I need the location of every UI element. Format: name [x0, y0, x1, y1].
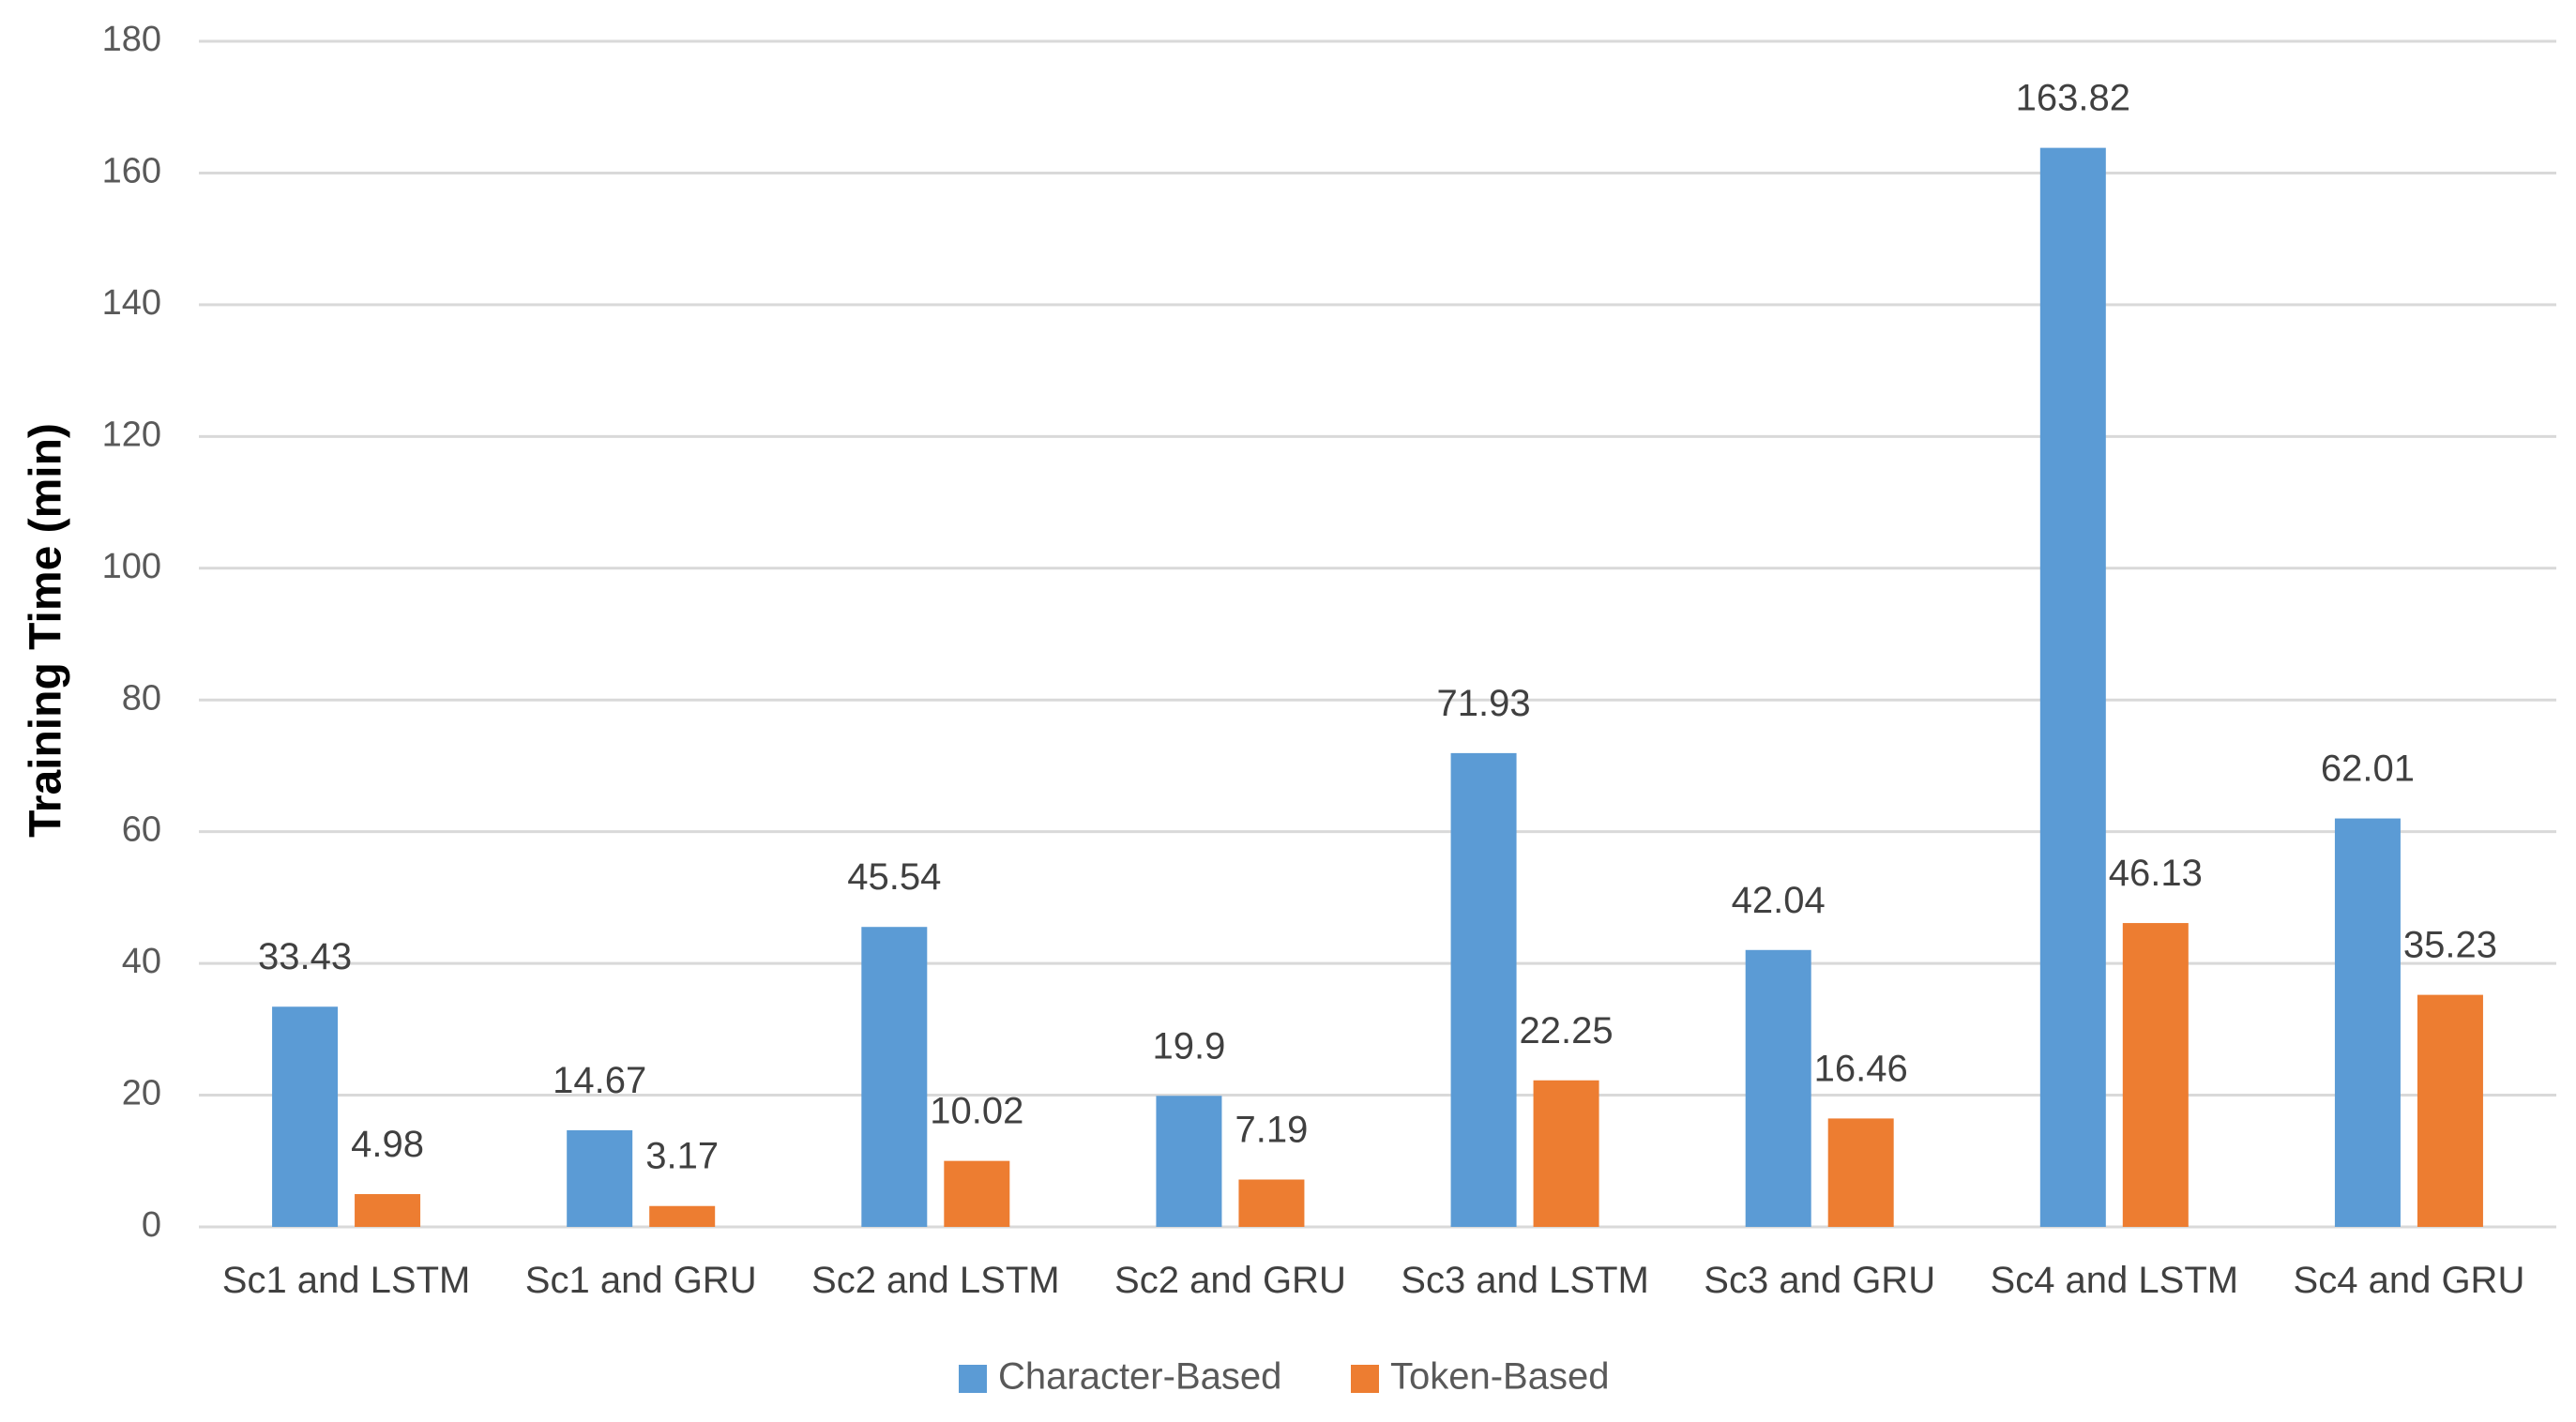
data-labels: 33.43 4.98 14.67 3.17 45.54 10.02 19.9 7.19 71.9…: [258, 78, 2497, 1177]
data-label: 10.02: [930, 1091, 1023, 1132]
x-category-label: Sc3 and GRU: [1704, 1260, 1935, 1301]
bar-token-based: [1827, 1118, 1894, 1227]
x-category-label: Sc1 and GRU: [525, 1260, 757, 1301]
bar-character-based: [1156, 1096, 1222, 1227]
legend-swatch: [1351, 1365, 1379, 1393]
y-tick-label: 180: [102, 20, 161, 59]
data-label: 22.25: [1520, 1010, 1614, 1051]
data-label: 19.9: [1153, 1025, 1226, 1066]
x-category-label: Sc4 and GRU: [2294, 1260, 2525, 1301]
data-label: 62.01: [2321, 749, 2415, 790]
bars: [272, 147, 2483, 1228]
bar-token-based: [2417, 994, 2483, 1227]
legend-swatch: [959, 1365, 987, 1393]
data-label: 7.19: [1235, 1110, 1309, 1151]
bar-character-based: [2039, 147, 2106, 1228]
bar-token-based: [944, 1160, 1010, 1227]
data-label: 35.23: [2403, 925, 2497, 966]
bar-token-based: [1238, 1179, 1305, 1227]
data-label: 163.82: [2016, 78, 2130, 119]
data-label: 71.93: [1437, 683, 1531, 724]
y-tick-label: 20: [122, 1074, 161, 1113]
x-category-label: Sc1 and LSTM: [222, 1260, 471, 1301]
legend: Character-Based Token-Based: [959, 1356, 1609, 1398]
bar-token-based: [2122, 923, 2189, 1227]
data-label: 33.43: [258, 936, 352, 977]
data-label: 45.54: [847, 856, 941, 898]
x-category-label: Sc4 and LSTM: [1991, 1260, 2239, 1301]
y-tick-label: 100: [102, 547, 161, 586]
data-label: 42.04: [1732, 880, 1826, 921]
bar-token-based: [649, 1205, 716, 1227]
data-label: 4.98: [351, 1124, 424, 1165]
y-axis-title: Training Time (min): [22, 423, 71, 838]
y-tick-label: 120: [102, 415, 161, 454]
bar-character-based: [1450, 752, 1517, 1227]
bar-token-based: [1533, 1080, 1599, 1227]
y-tick-label: 160: [102, 151, 161, 190]
data-label: 46.13: [2109, 853, 2203, 894]
x-category-label: Sc2 and GRU: [1114, 1260, 1346, 1301]
y-tick-label: 0: [142, 1205, 161, 1245]
bar-character-based: [1745, 949, 1811, 1227]
data-label: 16.46: [1814, 1048, 1908, 1089]
y-tick-label: 40: [122, 942, 161, 981]
data-label: 14.67: [553, 1060, 646, 1101]
bar-character-based: [2334, 818, 2401, 1227]
grid-layer: [199, 39, 2556, 1229]
bar-character-based: [567, 1129, 633, 1227]
bar-token-based: [355, 1194, 421, 1227]
y-tick-label: 80: [122, 678, 161, 718]
x-category-label: Sc3 and LSTM: [1401, 1260, 1649, 1301]
bar-character-based: [861, 927, 928, 1227]
legend-label: Character-Based: [998, 1356, 1281, 1398]
y-tick-labels: 0 20 40 60 80 100 120 140 160 180: [102, 20, 161, 1245]
bar-character-based: [272, 1006, 339, 1227]
legend-label: Token-Based: [1390, 1356, 1609, 1398]
y-tick-label: 60: [122, 810, 161, 850]
data-label: 3.17: [645, 1136, 719, 1177]
y-tick-label: 140: [102, 283, 161, 323]
x-category-label: Sc2 and LSTM: [811, 1260, 1060, 1301]
x-category-labels: Sc1 and LSTM Sc1 and GRU Sc2 and LSTM Sc2 a…: [222, 1260, 2525, 1301]
